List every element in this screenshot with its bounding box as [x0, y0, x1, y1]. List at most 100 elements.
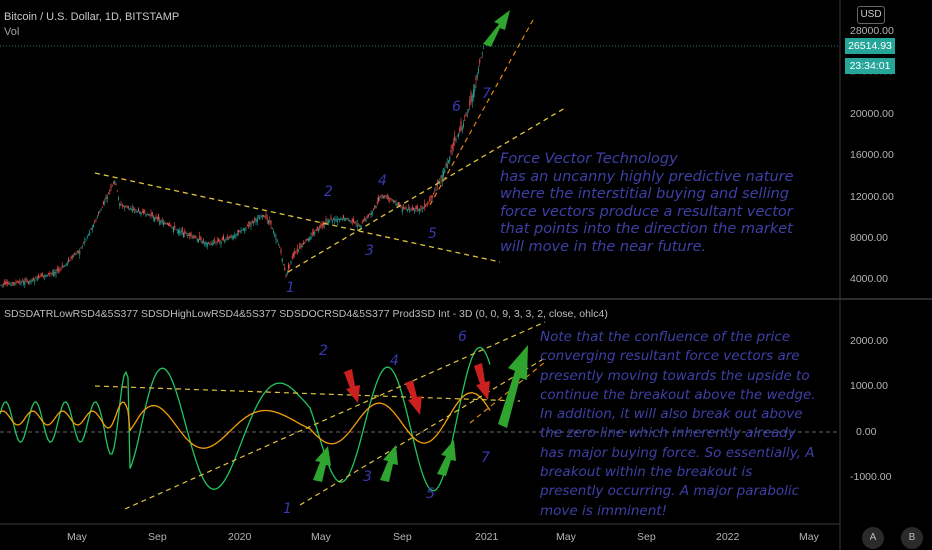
- candle-body: [465, 114, 467, 117]
- candle-body: [105, 196, 107, 200]
- candle-body: [9, 283, 11, 285]
- candle-body: [339, 218, 341, 222]
- candle-body: [239, 230, 241, 232]
- candle-body: [226, 236, 228, 239]
- candle-body: [459, 128, 461, 132]
- scale-mode-button[interactable]: B: [901, 527, 923, 549]
- candle-body: [481, 53, 483, 55]
- candle-body: [329, 220, 331, 222]
- candle-body: [123, 206, 124, 207]
- candle-body: [389, 197, 391, 200]
- candle-body: [384, 195, 386, 198]
- candle-body: [29, 280, 31, 282]
- wave-label: 7: [481, 450, 490, 466]
- indicator-up-arrow: [380, 445, 398, 482]
- candle-body: [10, 283, 12, 286]
- candle-body: [75, 254, 77, 256]
- candle-body: [200, 237, 202, 241]
- candle-body: [145, 213, 147, 217]
- candle-body: [114, 180, 116, 184]
- candle-body: [240, 230, 242, 234]
- candle-body: [474, 85, 476, 92]
- candle-body: [274, 234, 276, 237]
- candle-body: [269, 221, 271, 222]
- candle-body: [138, 208, 139, 212]
- candle-body: [50, 272, 52, 274]
- candle-body: [144, 209, 146, 214]
- candle-body: [468, 109, 469, 111]
- candle-body: [160, 221, 162, 223]
- candle-body: [291, 256, 293, 258]
- annotation-line: presently occurring. A major parabolic: [540, 483, 800, 500]
- candle-body: [173, 227, 174, 232]
- candle-body: [409, 209, 411, 212]
- candle-body: [325, 218, 327, 224]
- candle-body: [203, 240, 204, 242]
- indicator-down-arrow: [474, 363, 490, 400]
- candle-body: [21, 280, 23, 283]
- candle-body: [299, 245, 301, 249]
- candle-body: [470, 92, 472, 101]
- candle-body: [38, 274, 39, 278]
- candle-body: [26, 280, 28, 282]
- candle-body: [211, 243, 213, 246]
- candle-body: [319, 226, 321, 229]
- candle-body: [220, 240, 222, 245]
- candle-body: [243, 229, 244, 231]
- candle-body: [331, 219, 333, 222]
- annotation-line: Note that the confluence of the price: [540, 329, 791, 345]
- candle-body: [270, 220, 272, 225]
- candle-body: [223, 235, 224, 240]
- candle-body: [345, 218, 347, 221]
- candle-body: [20, 282, 22, 285]
- indicator-wedge-upper-trendline: [124, 321, 546, 510]
- candle-body: [153, 216, 154, 219]
- candle-body: [235, 234, 237, 236]
- candle-body: [381, 194, 383, 197]
- candle-body: [24, 281, 26, 286]
- candle-body: [449, 156, 451, 162]
- candle-body: [168, 223, 169, 226]
- candle-body: [19, 280, 21, 283]
- candle-body: [70, 257, 72, 259]
- candle-body: [95, 219, 97, 221]
- candle-body: [66, 262, 68, 266]
- candle-body: [364, 217, 366, 221]
- candle-body: [185, 232, 187, 234]
- candle-body: [165, 223, 167, 225]
- candle-body: [399, 203, 401, 207]
- candle-body: [5, 281, 7, 285]
- candle-body: [289, 264, 291, 266]
- candle-body: [370, 213, 372, 215]
- currency-button[interactable]: USD: [857, 6, 885, 24]
- candle-body: [455, 138, 457, 141]
- candle-body: [410, 209, 412, 211]
- candle-body: [84, 241, 86, 243]
- candle-body: [424, 203, 426, 209]
- auto-scale-button[interactable]: A: [862, 527, 884, 549]
- candle-body: [350, 221, 352, 223]
- candle-body: [330, 217, 332, 220]
- candle-body: [466, 112, 468, 114]
- candle-body: [374, 205, 376, 208]
- indicator-axis-label: 1000.00: [850, 380, 888, 392]
- candle-body: [306, 238, 308, 241]
- candle-body: [159, 220, 161, 225]
- candle-body: [154, 217, 156, 222]
- candle-body: [156, 217, 158, 219]
- candle-body: [300, 243, 302, 247]
- candle-body: [259, 216, 261, 220]
- time-axis-label: 2020: [228, 531, 252, 543]
- candle-body: [376, 201, 378, 204]
- candle-body: [184, 231, 186, 234]
- candle-body: [473, 90, 474, 98]
- bar-countdown-tag: 23:34:01: [845, 58, 895, 74]
- indicator-axis-label: -1000.00: [850, 471, 892, 483]
- wave-label: 3: [365, 243, 374, 259]
- candle-body: [115, 183, 117, 185]
- candle-body: [126, 205, 128, 208]
- candle-body: [14, 283, 16, 286]
- candle-body: [231, 236, 233, 240]
- candle-body: [81, 245, 83, 247]
